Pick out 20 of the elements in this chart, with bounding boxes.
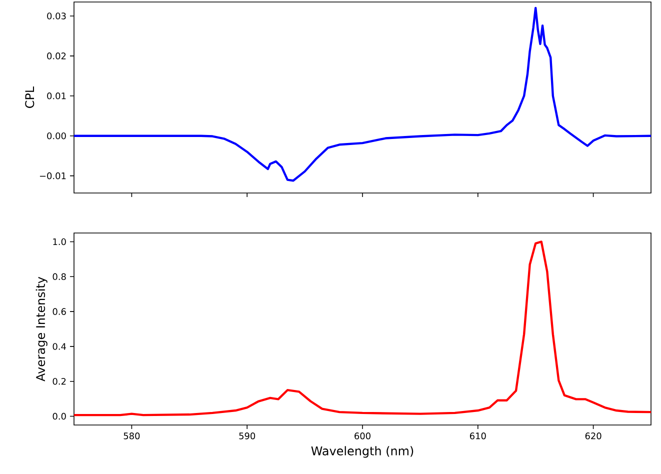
y-tick-label: −0.01 (40, 172, 66, 180)
y-tick-label: 0.03 (47, 12, 66, 20)
y-tick-label: 0.8 (52, 273, 66, 280)
y-axis-title: Average Intensity (36, 276, 48, 382)
y-axis-title: CPL (25, 86, 34, 108)
x-tick-label: 620 (585, 432, 602, 440)
y-tick-label: 1.0 (53, 238, 66, 246)
y-tick-label: 0.01 (47, 92, 66, 100)
x-tick-label: 610 (470, 432, 486, 440)
y-tick-label: 0.00 (47, 132, 66, 140)
x-tick-label: 590 (239, 432, 256, 440)
y-tick-label: 0.0 (52, 412, 66, 420)
y-tick-label: 0.02 (47, 52, 66, 60)
line-series (74, 240, 652, 416)
y-tick-label: 0.2 (52, 378, 66, 385)
x-axis-title: Wavelength (nm) (311, 446, 414, 458)
y-tick-label: 0.4 (52, 343, 66, 350)
x-tick-label: 600 (354, 432, 370, 440)
y-tick-label: 0.6 (52, 308, 66, 315)
x-tick-label: 580 (124, 432, 140, 440)
